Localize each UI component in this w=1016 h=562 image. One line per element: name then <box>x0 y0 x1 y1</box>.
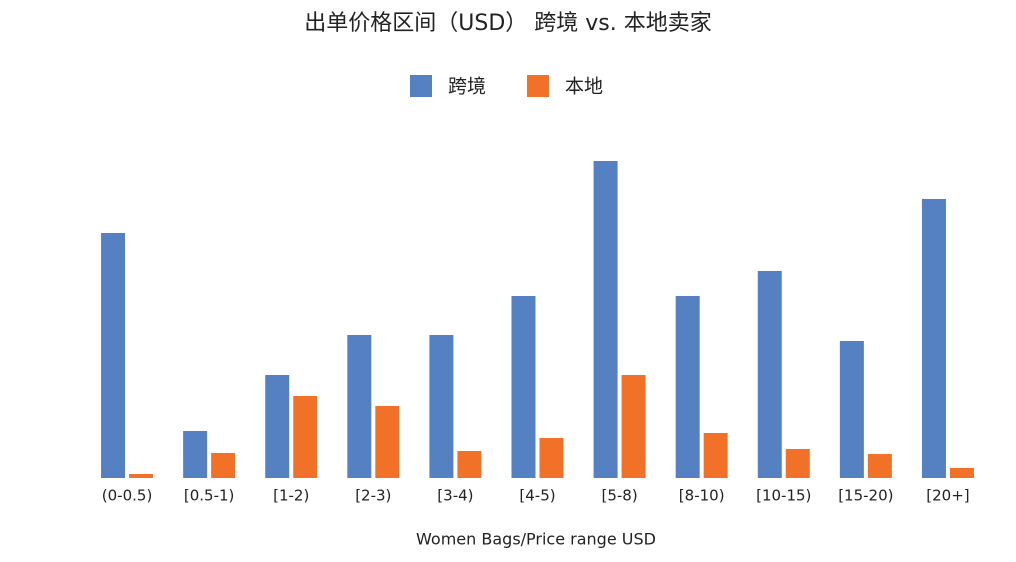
x-tick-label: [4-5) <box>519 487 555 505</box>
bar <box>675 296 700 478</box>
bar <box>457 451 482 478</box>
bar <box>211 453 236 478</box>
bar <box>921 199 946 478</box>
bar <box>375 406 400 478</box>
bar <box>539 438 564 478</box>
bar <box>757 271 782 478</box>
x-tick-label: [2-3) <box>355 487 391 505</box>
legend-swatch <box>410 75 432 97</box>
x-axis-title: Women Bags/Price range USD <box>416 530 656 549</box>
x-tick-label: [15-20) <box>838 487 893 505</box>
bar <box>429 335 454 478</box>
legend-label: 跨境 <box>448 76 486 98</box>
bar <box>839 341 864 478</box>
chart-title: 出单价格区间（USD） 跨境 vs. 本地卖家 <box>304 11 711 36</box>
bar <box>785 449 810 478</box>
x-tick-label: [1-2) <box>273 487 309 505</box>
x-tick-label: [5-8) <box>601 487 637 505</box>
bar <box>621 375 646 478</box>
x-tick-label: [0.5-1) <box>184 487 235 505</box>
x-tick-label: [3-4) <box>437 487 473 505</box>
bar <box>949 468 974 478</box>
bar <box>293 396 318 478</box>
bar <box>129 474 154 478</box>
bar <box>101 233 126 478</box>
bar <box>183 431 208 478</box>
x-tick-label: (0-0.5) <box>102 487 153 505</box>
bar <box>511 296 536 478</box>
x-tick-label: [8-10) <box>679 487 725 505</box>
bar <box>703 433 728 478</box>
x-tick-label: [10-15) <box>756 487 811 505</box>
bar <box>867 454 892 478</box>
x-tick-label: [20+] <box>926 487 969 505</box>
legend-label: 本地 <box>565 76 603 98</box>
bar <box>265 375 290 478</box>
legend-swatch <box>527 75 549 97</box>
bar <box>347 335 372 478</box>
bar <box>593 161 618 478</box>
